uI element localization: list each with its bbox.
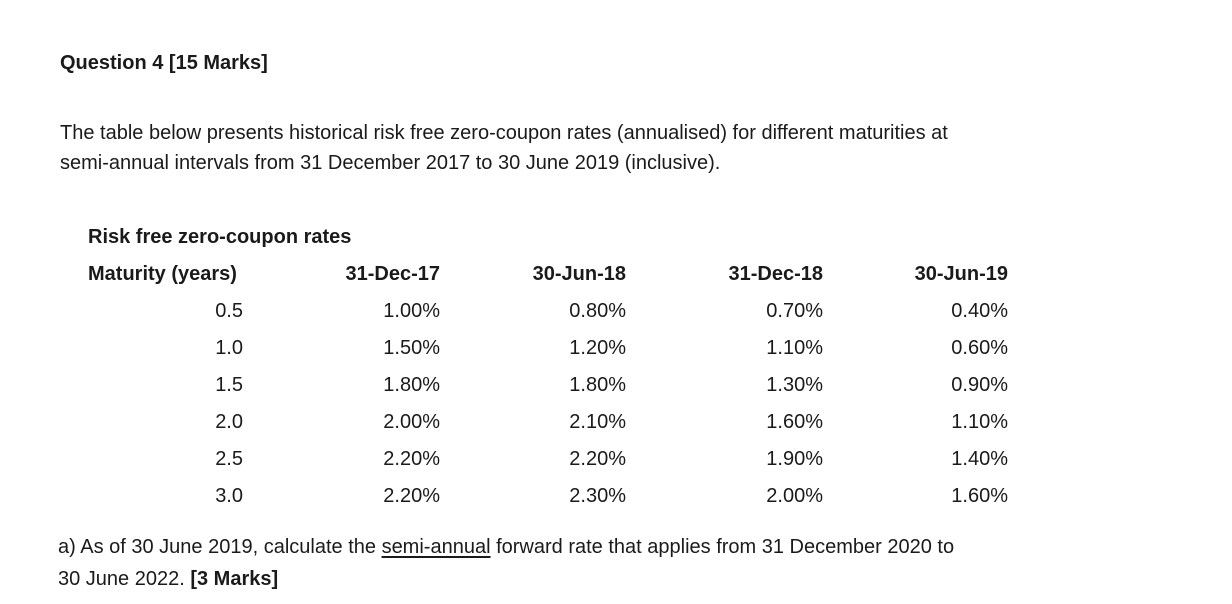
rate-cell: 2.20% bbox=[383, 448, 440, 470]
rate-cell: 2.20% bbox=[383, 485, 440, 507]
maturity-cell: 1.5 bbox=[215, 374, 243, 396]
maturity-cell: 1.0 bbox=[215, 337, 243, 359]
part-a-line-2: 30 June 2022. [3 Marks] bbox=[58, 563, 954, 595]
intro-line-2: semi-annual intervals from 31 December 2… bbox=[60, 152, 721, 174]
question-heading: Question 4 [15 Marks] bbox=[60, 52, 268, 74]
table-row: 3.0 2.20% 2.30% 2.00% 1.60% bbox=[88, 478, 1008, 515]
rate-cell: 1.80% bbox=[569, 374, 626, 396]
rates-table-section: Risk free zero-coupon rates Maturity (ye… bbox=[88, 219, 1008, 515]
maturity-cell: 2.5 bbox=[215, 448, 243, 470]
column-header-31-dec-18: 31-Dec-18 bbox=[728, 263, 823, 285]
rate-cell: 1.80% bbox=[383, 374, 440, 396]
rate-cell: 1.60% bbox=[766, 411, 823, 433]
table-row: 2.5 2.20% 2.20% 1.90% 1.40% bbox=[88, 441, 1008, 478]
rate-cell: 0.90% bbox=[951, 374, 1008, 396]
intro-line-1: The table below presents historical risk… bbox=[60, 122, 948, 144]
part-a-line2-text: 30 June 2022. bbox=[58, 568, 191, 590]
column-header-30-jun-19: 30-Jun-19 bbox=[914, 263, 1008, 285]
table-row: 2.0 2.00% 2.10% 1.60% 1.10% bbox=[88, 404, 1008, 441]
part-a-question: a) As of 30 June 2019, calculate the sem… bbox=[58, 531, 954, 595]
rate-cell: 1.90% bbox=[766, 448, 823, 470]
rate-cell: 0.60% bbox=[951, 337, 1008, 359]
rate-cell: 0.40% bbox=[951, 300, 1008, 322]
column-header-31-dec-17: 31-Dec-17 bbox=[345, 263, 440, 285]
rate-cell: 2.00% bbox=[766, 485, 823, 507]
column-header-maturity: Maturity (years) bbox=[88, 263, 237, 285]
rate-cell: 2.20% bbox=[569, 448, 626, 470]
part-a-continuation: forward rate that applies from 31 Decemb… bbox=[490, 536, 955, 558]
rate-cell: 1.50% bbox=[383, 337, 440, 359]
table-row: 0.5 1.00% 0.80% 0.70% 0.40% bbox=[88, 293, 1008, 330]
rates-table: Maturity (years) 31-Dec-17 30-Jun-18 31-… bbox=[88, 256, 1008, 515]
maturity-cell: 0.5 bbox=[215, 300, 243, 322]
rate-cell: 0.80% bbox=[569, 300, 626, 322]
maturity-cell: 2.0 bbox=[215, 411, 243, 433]
table-title: Risk free zero-coupon rates bbox=[88, 226, 352, 248]
table-row: 1.0 1.50% 1.20% 1.10% 0.60% bbox=[88, 330, 1008, 367]
rate-cell: 1.60% bbox=[951, 485, 1008, 507]
rate-cell: 1.00% bbox=[383, 300, 440, 322]
column-header-30-jun-18: 30-Jun-18 bbox=[532, 263, 626, 285]
underlined-term: semi-annual bbox=[381, 536, 491, 558]
part-a-prefix: a) As of 30 June 2019, calculate the bbox=[58, 536, 382, 558]
maturity-cell: 3.0 bbox=[215, 485, 243, 507]
rate-cell: 1.20% bbox=[569, 337, 626, 359]
rate-cell: 2.30% bbox=[569, 485, 626, 507]
rate-cell: 1.40% bbox=[951, 448, 1008, 470]
marks-label: [3 Marks] bbox=[190, 568, 279, 590]
rate-cell: 1.30% bbox=[766, 374, 823, 396]
rate-cell: 2.00% bbox=[383, 411, 440, 433]
table-header-row: Maturity (years) 31-Dec-17 30-Jun-18 31-… bbox=[88, 256, 1008, 293]
table-row: 1.5 1.80% 1.80% 1.30% 0.90% bbox=[88, 367, 1008, 404]
rate-cell: 0.70% bbox=[766, 300, 823, 322]
rate-cell: 1.10% bbox=[766, 337, 823, 359]
question-intro: The table below presents historical risk… bbox=[60, 118, 948, 178]
rate-cell: 2.10% bbox=[569, 411, 626, 433]
part-a-line-1: a) As of 30 June 2019, calculate the sem… bbox=[58, 531, 954, 563]
rate-cell: 1.10% bbox=[951, 411, 1008, 433]
